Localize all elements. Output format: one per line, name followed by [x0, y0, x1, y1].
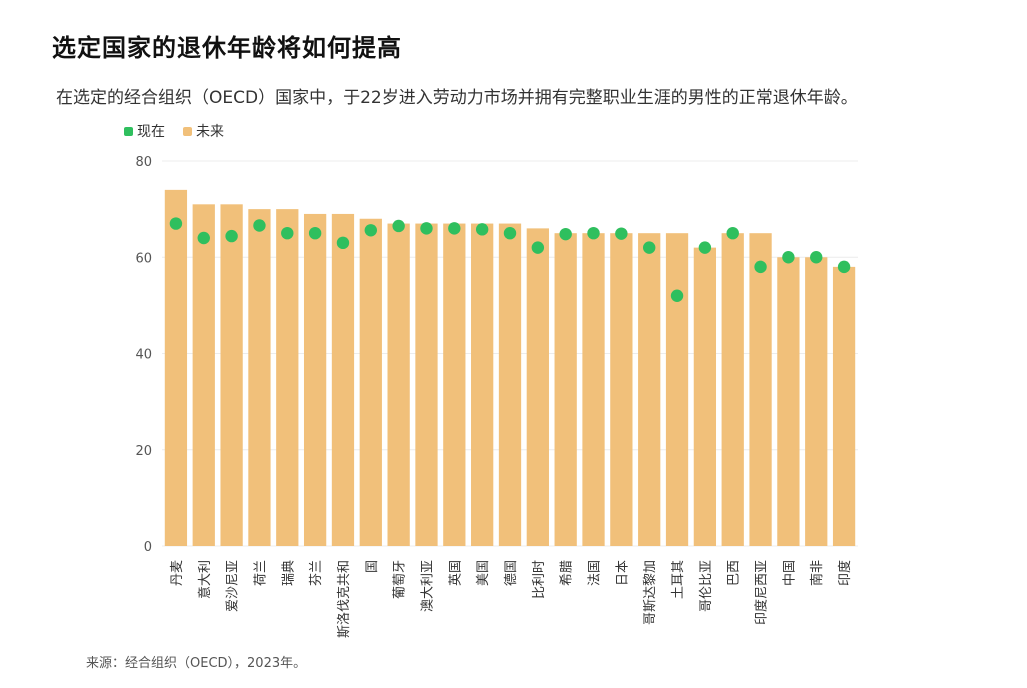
- x-tick-label: 哥伦比亚: [699, 560, 714, 612]
- bar-future: [359, 218, 382, 546]
- legend-swatch-current: [124, 126, 133, 136]
- x-tick-label: 美国: [476, 560, 491, 586]
- bar-future: [220, 204, 243, 546]
- dot-current: [253, 219, 266, 232]
- bar-future: [331, 213, 355, 546]
- dot-current: [281, 226, 294, 240]
- x-tick-label: 斯洛伐克共和: [337, 560, 352, 638]
- bar-future: [749, 233, 772, 546]
- dot-current: [782, 251, 795, 264]
- legend-swatch-future: [183, 126, 192, 136]
- dot-current: [698, 241, 712, 254]
- x-tick-label: 芬兰: [309, 560, 324, 586]
- bar-future: [303, 213, 327, 546]
- dot-current: [643, 241, 656, 254]
- x-tick-label: 中国: [782, 560, 797, 586]
- chart-title: 选定国家的退休年龄将如何提高: [52, 34, 402, 62]
- dot-current: [810, 251, 823, 264]
- chart-subtitle: 在选定的经合组织（OECD）国家中，于22岁进入劳动力市场并拥有完整职业生涯的男…: [56, 88, 858, 108]
- bar-future: [693, 247, 717, 546]
- x-tick-label: 印度: [837, 560, 853, 586]
- x-tick-label: 英国: [448, 560, 463, 586]
- x-tick-label: 哥斯达黎加: [643, 560, 658, 625]
- dot-current: [531, 241, 545, 254]
- x-tick-label: 法国: [588, 560, 603, 586]
- bar-future: [498, 223, 522, 546]
- dot-current: [837, 260, 851, 274]
- bar-future: [387, 223, 410, 546]
- dot-current: [364, 224, 377, 237]
- dot-current: [308, 226, 322, 240]
- y-tick-label: 0: [144, 540, 152, 555]
- x-tick-label: 荷兰: [253, 560, 268, 586]
- legend-label-future: 未来: [196, 124, 224, 140]
- bar-future: [638, 233, 661, 546]
- bar-future: [471, 223, 494, 546]
- bar-future: [582, 233, 605, 546]
- x-tick-label: 巴西: [727, 560, 742, 586]
- legend: 现在 未来: [124, 121, 224, 141]
- bar-future: [443, 223, 466, 546]
- legend-label-current: 现在: [137, 124, 165, 140]
- x-tick-label: 印度尼西亚: [754, 560, 770, 625]
- x-tick-label: 瑞典: [281, 560, 296, 586]
- dot-current: [559, 227, 572, 241]
- x-tick-label: 丹麦: [170, 560, 185, 586]
- legend-item-current: 现在: [124, 121, 165, 141]
- bar-future: [610, 233, 633, 546]
- x-tick-label: 澳大利亚: [419, 560, 435, 612]
- dot-current: [392, 219, 405, 233]
- bar-future: [832, 266, 856, 546]
- bar-future: [777, 257, 800, 546]
- bar-future: [526, 228, 549, 546]
- bar-future: [665, 233, 689, 546]
- dot-current: [726, 226, 739, 240]
- dot-current: [475, 223, 489, 236]
- x-tick-label: 爱沙尼亚: [226, 560, 241, 612]
- x-tick-label: 国: [365, 560, 380, 573]
- bar-future: [192, 204, 215, 546]
- dot-current: [448, 222, 461, 235]
- y-tick-label: 20: [135, 444, 152, 459]
- y-tick-label: 60: [135, 251, 152, 266]
- dot-current: [336, 236, 350, 250]
- bar-future: [805, 257, 828, 546]
- x-tick-label: 葡萄牙: [393, 560, 408, 599]
- y-tick-label: 80: [135, 155, 152, 170]
- dot-current: [225, 229, 238, 243]
- source-note: 来源：经合组织（OECD），2023年。: [86, 656, 307, 671]
- x-tick-label: 意大利: [197, 560, 213, 599]
- x-tick-label: 比利时: [532, 560, 547, 599]
- x-tick-label: 日本: [615, 560, 630, 586]
- x-tick-label: 德国: [504, 560, 519, 586]
- legend-item-future: 未来: [183, 121, 224, 141]
- y-tick-label: 40: [135, 348, 152, 363]
- dot-current: [670, 289, 684, 302]
- dot-current: [420, 222, 433, 235]
- dot-current: [615, 227, 628, 240]
- bar-future: [415, 223, 438, 546]
- bar-future: [276, 209, 299, 546]
- x-tick-label: 土耳其: [671, 560, 686, 599]
- bar-future: [248, 209, 271, 546]
- dot-current: [754, 260, 767, 274]
- bar-future: [721, 233, 744, 546]
- dot-current: [503, 226, 517, 240]
- dot-current: [169, 217, 183, 230]
- dot-current: [197, 231, 210, 245]
- bar-future: [554, 233, 577, 546]
- dot-current: [587, 226, 600, 240]
- bar-future: [164, 189, 188, 546]
- x-tick-label: 南非: [809, 560, 825, 586]
- x-tick-label: 希腊: [560, 560, 575, 586]
